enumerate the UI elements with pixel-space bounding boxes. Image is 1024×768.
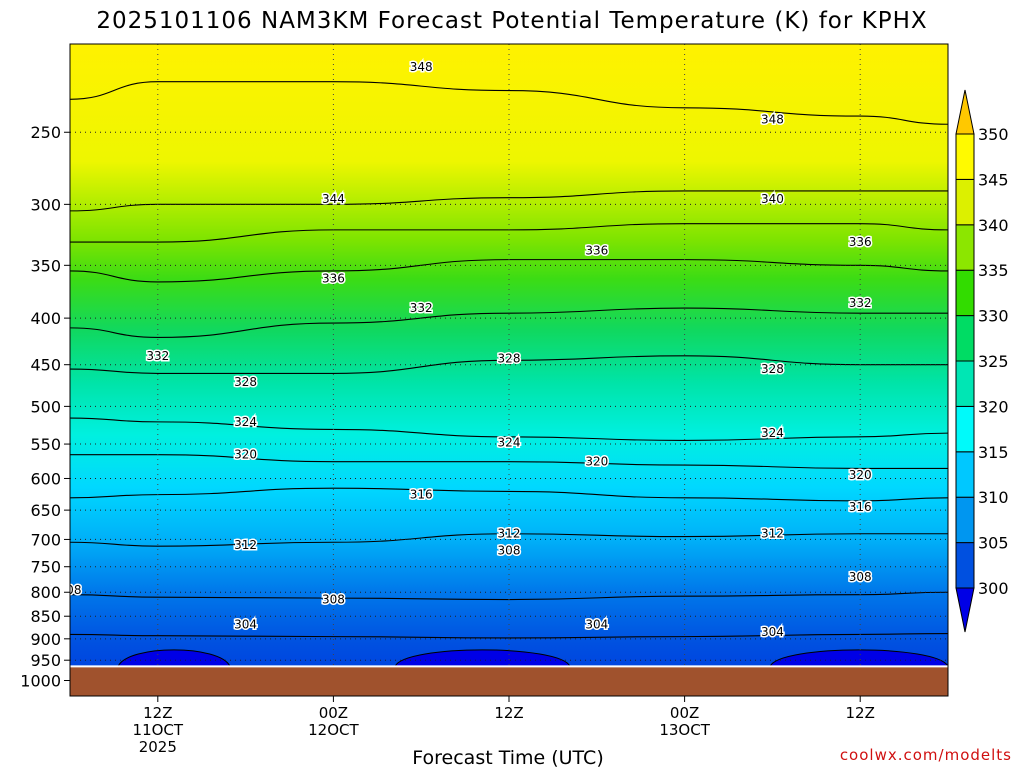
contour-label: 304: [761, 625, 784, 639]
y-tick-label: 550: [30, 435, 61, 454]
colorbar-band: [955, 269, 975, 317]
colorbar-top-arrow: [955, 89, 975, 135]
contour-label: 336: [849, 235, 872, 249]
plot-area: 348 348 344 340 336 336 336 332 332 332 328 328 328 3…: [59, 44, 948, 696]
x-axis-label: Forecast Time (UTC): [412, 747, 603, 768]
contour-label: 324: [498, 436, 521, 450]
contour-label: 320: [234, 448, 257, 462]
colorbar-label: 340: [978, 216, 1009, 235]
y-tick-label: 250: [30, 123, 61, 142]
cold-pocket-0: [117, 649, 231, 667]
contour-label: 324: [761, 426, 784, 440]
y-tick-label: 900: [30, 630, 61, 649]
contour-312: [70, 533, 948, 547]
contour-label: 320: [849, 468, 872, 482]
x-tick-label: 2025: [139, 738, 177, 756]
colorbar-label: 320: [978, 397, 1009, 416]
contour-304: [70, 632, 948, 639]
y-tick-label: 650: [30, 501, 61, 520]
x-tick-label: 13OCT: [659, 721, 710, 739]
contour-label: 308: [59, 583, 82, 597]
y-tick-label: 350: [30, 256, 61, 275]
contour-label: 348: [410, 60, 433, 74]
contour-label: 332: [146, 349, 169, 363]
contour-label: 336: [585, 243, 608, 257]
y-tick-label: 750: [30, 558, 61, 577]
contour-label: 340: [761, 192, 784, 206]
contour-328: [70, 355, 948, 374]
colorbar-label: 300: [978, 579, 1009, 598]
colorbar-label: 305: [978, 534, 1009, 553]
colorbar-band: [955, 315, 975, 362]
x-tick-label: 11OCT: [133, 721, 184, 739]
cold-pocket-2: [769, 649, 948, 667]
y-tick-label: 500: [30, 397, 61, 416]
x-tick-label: 00Z: [670, 704, 699, 722]
chart-title: 2025101106 NAM3KM Forecast Potential Tem…: [96, 8, 927, 34]
y-tick-label: 800: [30, 583, 61, 602]
contour-348: [70, 81, 948, 125]
contour-label: 328: [498, 352, 521, 366]
contour-label: 312: [761, 527, 784, 541]
contour-label: 316: [410, 488, 433, 502]
contour-316: [70, 487, 948, 502]
y-tick-label: 400: [30, 309, 61, 328]
y-tick-label: 450: [30, 356, 61, 375]
y-tick-label: 300: [30, 195, 61, 214]
contour-label: 312: [234, 538, 257, 552]
colorbar-band: [955, 360, 975, 407]
colorbar-band: [955, 542, 975, 589]
colorbar-band: [955, 496, 975, 544]
contour-label: 336: [322, 272, 345, 286]
colorbar-label: 335: [978, 261, 1009, 280]
contour-label: 320: [585, 455, 608, 469]
y-axis: 250 300 350 400 450 500 550 600 650 700 750 800 850 9…: [20, 123, 70, 690]
contour-label: 344: [322, 192, 345, 206]
contour-332: [70, 307, 948, 338]
contour-label: 328: [761, 362, 784, 376]
colorbar-band: [955, 451, 975, 498]
contour-label: 308: [498, 544, 521, 558]
contour-label: 308: [322, 593, 345, 607]
x-tick-label: 12Z: [494, 704, 523, 722]
contour-label: 332: [849, 296, 872, 310]
x-tick-label: 12OCT: [308, 721, 359, 739]
cold-pocket-1: [394, 649, 571, 667]
colorbar-band: [955, 178, 975, 226]
y-tick-label: 600: [30, 469, 61, 488]
contour-label: 304: [234, 618, 257, 632]
y-tick-label: 700: [30, 530, 61, 549]
contour-label: 328: [234, 375, 257, 389]
x-tick-label: 12Z: [846, 704, 875, 722]
colorbar-label: 345: [978, 170, 1009, 189]
contour-324: [70, 417, 948, 441]
colorbar-bottom-arrow: [955, 587, 975, 633]
colorbar-label: 330: [978, 307, 1009, 326]
credit-text: coolwx.com/modelts: [840, 746, 1012, 764]
terrain-band: [70, 666, 948, 696]
y-tick-label: 850: [30, 607, 61, 626]
colorbar-band: [955, 405, 975, 453]
colorbar-band: [955, 224, 975, 271]
colorbar-label: 315: [978, 443, 1009, 462]
contour-label: 304: [585, 618, 608, 632]
contour-label: 348: [761, 112, 784, 126]
x-tick-label: 00Z: [319, 704, 348, 722]
contour-320: [70, 454, 948, 470]
contour-label: 308: [849, 570, 872, 584]
colorbar-band: [955, 133, 975, 180]
x-tick-label: 12Z: [143, 704, 172, 722]
y-tick-label: 1000: [20, 671, 61, 690]
contour-label: 312: [498, 527, 521, 541]
colorbar-label: 310: [978, 488, 1009, 507]
colorbar-label: 325: [978, 352, 1009, 371]
colorbar: 300 305 310 315 320 325 330 335 340 345 350: [955, 89, 1009, 633]
contour-label: 324: [234, 415, 257, 429]
contour-label: 316: [849, 500, 872, 514]
colorbar-label: 350: [978, 125, 1009, 144]
y-tick-label: 950: [30, 651, 61, 670]
contour-label: 332: [410, 301, 433, 315]
